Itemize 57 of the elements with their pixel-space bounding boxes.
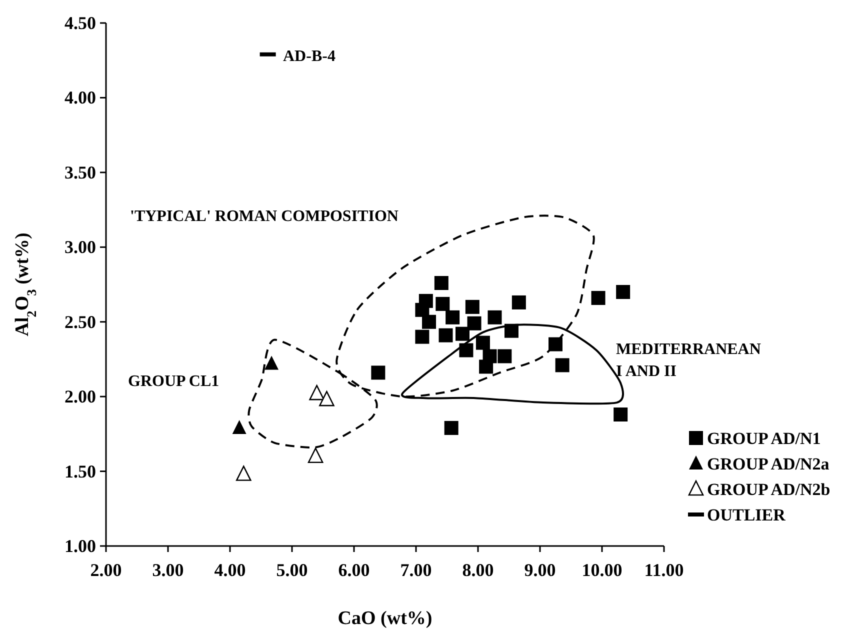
point <box>371 366 386 380</box>
point <box>488 310 502 324</box>
x-tick-label: 11.00 <box>644 560 684 580</box>
annotation: MEDITERRANEAN I AND II <box>616 341 762 380</box>
point <box>236 466 252 481</box>
point <box>446 310 460 324</box>
point <box>422 314 436 329</box>
point <box>264 356 279 370</box>
point <box>459 343 474 358</box>
legend-label: GROUP AD/N1 <box>707 429 821 448</box>
point <box>456 326 470 341</box>
point <box>512 295 526 310</box>
x-tick-label: 6.00 <box>338 560 370 580</box>
point <box>482 349 497 364</box>
y-tick-label: 1.00 <box>64 536 96 556</box>
y-tick-label: 4.50 <box>64 13 96 33</box>
point <box>308 448 324 463</box>
x-tick-label: 2.00 <box>90 560 122 580</box>
point <box>418 294 433 308</box>
x-tick-label: 3.00 <box>152 560 184 580</box>
x-tick-label: 5.00 <box>276 560 308 580</box>
point <box>467 316 482 330</box>
point <box>616 284 630 299</box>
point <box>504 324 518 338</box>
legend-label: GROUP AD/N2a <box>707 454 830 474</box>
point <box>555 358 570 372</box>
point <box>548 337 562 352</box>
point <box>434 276 448 290</box>
y-tick-label: 4.00 <box>64 88 96 108</box>
x-tick-label: 4.00 <box>214 560 246 580</box>
annotation: GROUP CL1 <box>128 373 220 390</box>
point <box>232 420 246 434</box>
point <box>309 384 324 400</box>
point <box>436 296 450 311</box>
point <box>591 290 606 305</box>
y-tick-label: 1.50 <box>64 461 96 482</box>
x-axis-title: CaO (wt%) <box>338 608 432 629</box>
y-tick-label: 2.00 <box>64 386 96 407</box>
point <box>498 349 512 364</box>
legend-label: GROUP AD/N2b <box>707 480 830 499</box>
annotation: AD-B-4 <box>283 48 336 65</box>
x-tick-label: 7.00 <box>400 560 432 580</box>
point <box>465 300 480 314</box>
y-tick-label: 2.50 <box>64 312 96 332</box>
x-tick-label: 10.00 <box>582 560 622 580</box>
point <box>444 420 458 435</box>
y-tick-label: 3.00 <box>64 237 96 258</box>
y-tick-label: 3.50 <box>64 162 96 182</box>
point <box>438 328 453 342</box>
x-tick-label: 8.00 <box>462 560 494 580</box>
x-tick-label: 9.00 <box>524 560 556 580</box>
point <box>614 408 628 422</box>
point <box>319 390 334 406</box>
point <box>476 336 490 350</box>
annotation: 'TYPICAL' ROMAN COMPOSITION <box>130 208 399 225</box>
legend-label: OUTLIER <box>707 506 786 524</box>
point <box>415 330 430 344</box>
